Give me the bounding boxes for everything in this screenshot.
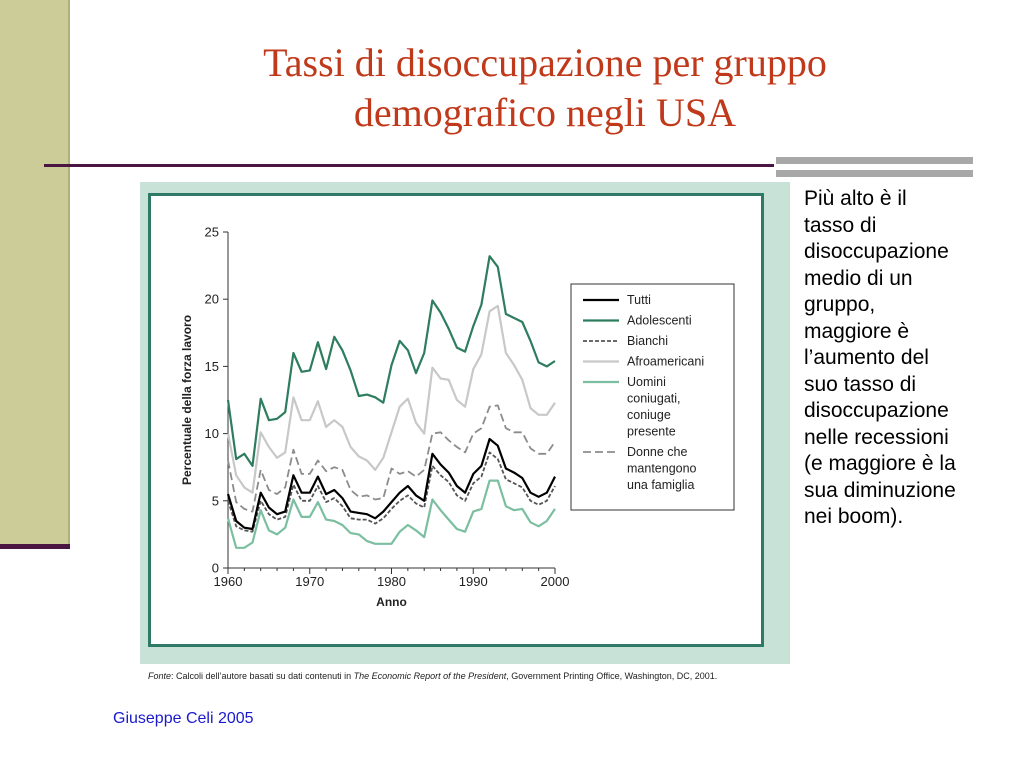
y-tick-label: 5 — [212, 493, 219, 508]
y-axis-label: Percentuale della forza lavoro — [180, 315, 194, 485]
legend-entry: Tutti — [627, 293, 651, 307]
y-tick-label: 25 — [205, 225, 219, 240]
series-line — [226, 479, 556, 549]
x-tick-label: 2000 — [541, 574, 570, 589]
title-divider — [44, 164, 774, 167]
title-line-1: Tassi di disoccupazione per gruppo — [263, 40, 827, 85]
left-decorative-band — [0, 0, 70, 546]
chart-axes: 0 5 10 15 20 25 1960 1970 1980 1990 2000 — [205, 225, 570, 590]
legend-entry: Bianchi — [627, 334, 668, 348]
source-text-post: , Government Printing Office, Washington… — [506, 671, 718, 681]
source-note: Fonte: Calcoli dell’autore basati su dat… — [140, 664, 790, 688]
divider-accent-lower — [776, 170, 973, 177]
source-publication: The Economic Report of the President — [353, 671, 507, 681]
source-text-pre: : Calcoli dell’autore basati su dati con… — [171, 671, 354, 681]
legend-box — [570, 283, 735, 511]
x-tick-label: 1960 — [214, 574, 243, 589]
x-tick-label: 1980 — [377, 574, 406, 589]
series-line — [226, 255, 556, 467]
y-tick-label: 15 — [205, 359, 219, 374]
x-tick-label: 1990 — [459, 574, 488, 589]
legend-entry: Donne che mantengono una famiglia — [627, 445, 697, 492]
chart-series — [226, 255, 556, 549]
series-line — [227, 451, 556, 533]
unemployment-chart: 0 5 10 15 20 25 1960 1970 1980 1990 2000 Percentua… — [180, 225, 735, 609]
divider-accent-upper — [776, 157, 973, 164]
chart-legend: Tutti Adolescenti Bianchi Afroamericani Uomi… — [570, 283, 735, 511]
series-line — [226, 437, 556, 531]
y-tick-label: 10 — [205, 426, 219, 441]
explanation-text: Più alto è il tasso di disoccupazione me… — [804, 187, 956, 528]
left-decorative-rule — [0, 544, 70, 549]
y-tick-label: 0 — [212, 561, 219, 576]
x-tick-label: 1970 — [295, 574, 324, 589]
series-line — [227, 404, 556, 513]
title-line-2: demografico negli USA — [353, 90, 737, 135]
legend-entry: Adolescenti — [627, 314, 692, 328]
legend-entry: Uomini coniugati, coniuge presente — [627, 375, 681, 439]
source-label: Fonte — [148, 671, 172, 681]
series-line — [226, 304, 556, 494]
legend-entry: Afroamericani — [627, 355, 704, 369]
y-tick-label: 20 — [205, 292, 219, 307]
x-axis-label: Anno — [376, 595, 407, 609]
slide-title: Tassi di disoccupazione per gruppo demog… — [120, 38, 970, 138]
footer-author: Giuseppe Celi 2005 — [113, 710, 254, 727]
